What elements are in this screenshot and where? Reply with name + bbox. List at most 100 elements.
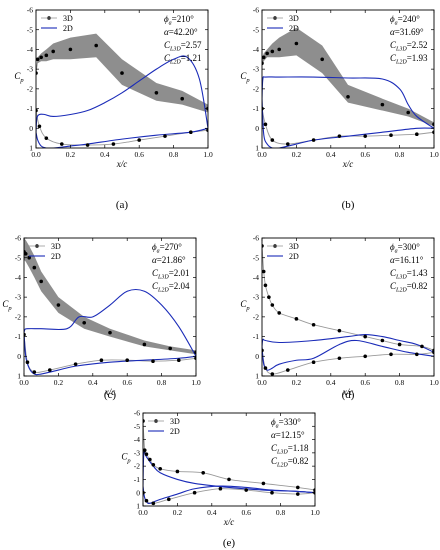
x-tick-label: 1.0: [429, 150, 439, 159]
series-3d-point: [415, 352, 419, 357]
series-3d-point: [218, 486, 223, 491]
panel-caption: (b): [342, 199, 355, 211]
y-tick-label: -5: [27, 25, 33, 34]
series-3d-point: [158, 467, 162, 471]
y-tick-label: 0: [136, 488, 140, 497]
y-axis-label: Cp: [2, 299, 12, 312]
cl3d-annotation-symbol: C: [390, 40, 397, 50]
series-3d-point: [420, 344, 424, 349]
series-3d-point: [262, 269, 266, 274]
cl2d-annotation-sub: L2D: [157, 288, 169, 294]
x-tick-label: 0.6: [123, 378, 133, 387]
legend-2d-label: 2D: [63, 24, 73, 33]
legend-3d-label: 3D: [63, 14, 73, 23]
alpha-annotation-symbol: α: [390, 27, 395, 37]
panel-a: -6 -5 -4 -3 -2 -1 0 10.0 0.2 0.4 0.6 0.8 1.0 x/c Cp 3D2…: [14, 6, 213, 211]
plot-frame: [261, 9, 435, 149]
legend-2d-label: 2D: [289, 252, 299, 261]
alpha-annotation-value: =12.15°: [276, 430, 305, 440]
x-tick-label: 0.2: [292, 150, 302, 159]
series-2d-line: [262, 76, 434, 129]
y-tick-label: 1: [136, 502, 140, 511]
phi-annotation: ϕa=300°: [390, 242, 420, 255]
cl3d-annotation-value: =1.43: [407, 268, 428, 278]
series-3d-point: [48, 368, 52, 372]
alpha-annotation-value: =21.86°: [157, 255, 186, 265]
legend-3d-label: 3D: [289, 14, 299, 23]
series-3d-point: [32, 265, 37, 270]
series-3d-point: [120, 71, 124, 75]
cl2d-annotation-value: =0.82: [288, 456, 309, 466]
series-3d-point: [277, 47, 282, 52]
series-3d-point: [73, 362, 78, 366]
legend-3d-label: 3D: [51, 242, 61, 251]
y-tick-label: 0: [255, 124, 259, 133]
series-3d-point: [277, 311, 282, 315]
series-3d-point: [189, 130, 193, 135]
y-axis-label-sub: p: [245, 305, 250, 312]
phi-annotation-sub: a: [276, 424, 279, 430]
series-3d-point: [262, 55, 266, 60]
phi-annotation-symbol: ϕ: [390, 242, 395, 252]
y-axis-label-main: C: [14, 71, 21, 81]
legend-2d-label: 2D: [170, 427, 180, 436]
cl2d-annotation: CL2D=0.82: [390, 281, 428, 294]
series-3d-point: [415, 132, 419, 136]
cl2d-annotation: CL2D=1.93: [390, 53, 428, 66]
x-tick-label: 0.2: [292, 378, 302, 387]
cl2d-annotation-sub: L2D: [395, 60, 407, 66]
panel-caption: (a): [116, 199, 129, 211]
series-3d-point: [363, 134, 368, 138]
series-3d-point: [363, 354, 368, 359]
series-3d-point: [168, 346, 172, 351]
cl2d-annotation-value: =2.04: [169, 281, 190, 291]
x-tick-label: 0.2: [173, 508, 183, 517]
panel-b: -6 -5 -4 -3 -2 -1 0 10.0 0.2 0.4 0.6 0.8 1.0 x/c Cp 3D2…: [240, 6, 439, 211]
y-axis-label-sub: p: [126, 458, 131, 465]
series-3d-point: [60, 142, 64, 146]
alpha-annotation: α=42.20°: [164, 27, 198, 37]
y-tick-label: -1: [15, 332, 21, 341]
y-axis-label-sub: p: [7, 305, 12, 312]
x-tick-label: 0.6: [361, 150, 371, 159]
cl3d-annotation-sub: L3D: [169, 47, 181, 53]
phi-annotation: ϕa=330°: [271, 417, 301, 430]
x-tick-label: 1.0: [429, 378, 439, 387]
y-axis-label: Cp: [240, 299, 250, 312]
series-3d-point: [263, 366, 268, 370]
alpha-annotation-symbol: α: [271, 430, 276, 440]
y-tick-label: 1: [255, 372, 259, 381]
series-2d-line: [143, 485, 315, 505]
cl2d-annotation-symbol: C: [164, 53, 171, 63]
series-3d-point: [406, 110, 411, 115]
series-3d-point: [144, 452, 149, 456]
x-tick-label: 0.0: [257, 150, 267, 159]
plot-area: [36, 33, 208, 148]
cl3d-annotation-sub: L3D: [276, 450, 288, 456]
series-3d-point: [286, 142, 290, 146]
cl2d-annotation-symbol: C: [390, 281, 397, 291]
phi-annotation-sub: a: [157, 249, 160, 255]
y-tick-label: -3: [253, 65, 259, 74]
x-tick-label: 1.0: [310, 508, 320, 517]
y-tick-label: -3: [134, 448, 140, 457]
cl2d-annotation-sub: L2D: [276, 463, 288, 469]
uncertainty-band: [262, 27, 434, 127]
y-tick-label: -5: [253, 25, 259, 34]
series-3d-point: [294, 41, 299, 46]
phi-annotation-value: =330°: [279, 417, 302, 427]
series-3d-point: [56, 303, 61, 307]
x-tick-label: 0.8: [276, 508, 286, 517]
x-tick-label: 0.2: [66, 150, 76, 159]
series-3d-point: [380, 102, 385, 107]
cl2d-annotation: CL2D=2.04: [152, 281, 190, 294]
series-2d-line: [36, 55, 208, 133]
cl3d-annotation-sub: L3D: [157, 275, 169, 281]
series-3d-point: [175, 469, 180, 474]
y-axis-label-main: C: [240, 299, 247, 309]
series-3d-point: [270, 49, 275, 54]
plot-area: [262, 244, 434, 376]
